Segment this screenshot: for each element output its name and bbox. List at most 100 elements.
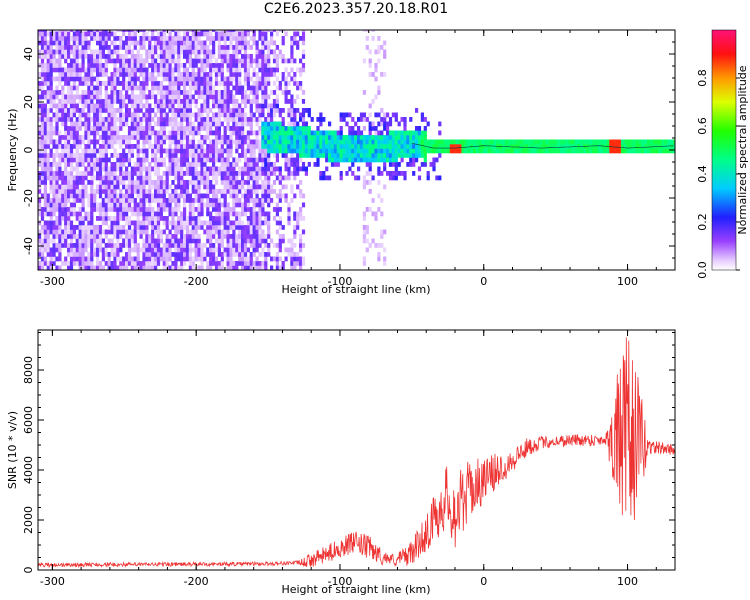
heatmap-cell [470, 139, 474, 145]
heatmap-cell [197, 252, 201, 257]
heatmap-cell [78, 234, 82, 239]
heatmap-cell [168, 229, 172, 235]
heatmap-cell [255, 229, 259, 235]
heatmap-cell [388, 175, 393, 181]
heatmap-cell [209, 54, 213, 59]
heatmap-cell [301, 166, 306, 172]
heatmap-cell [119, 216, 123, 221]
heatmap-cell [113, 135, 117, 140]
heatmap-cell [293, 117, 297, 122]
heatmap-cell [299, 180, 303, 185]
heatmap-cell [151, 90, 155, 95]
heatmap-cell [78, 193, 82, 199]
heatmap-cell [238, 139, 242, 145]
heatmap-cell [197, 193, 201, 199]
heatmap-cell [185, 49, 190, 55]
heatmap-cell [43, 130, 47, 136]
heatmap-cell [61, 243, 65, 248]
heatmap-cell [226, 126, 230, 131]
heatmap-cell [107, 207, 111, 212]
heatmap-cell [156, 117, 161, 122]
heatmap-cell [281, 225, 285, 230]
heatmap-cell [212, 247, 216, 253]
heatmap-cell [525, 148, 529, 154]
heatmap-cell [296, 261, 300, 266]
heatmap-cell [209, 108, 213, 113]
heatmap-cell [388, 153, 393, 158]
heatmap-cell [139, 265, 143, 270]
heatmap-cell [229, 220, 233, 226]
heatmap-cell [235, 40, 239, 46]
heatmap-cell [136, 171, 140, 176]
heatmap-cell [162, 72, 166, 77]
heatmap-cell [40, 117, 45, 122]
heatmap-cell [478, 144, 482, 149]
heatmap-cell [217, 130, 221, 136]
heatmap-cell [261, 202, 265, 208]
heatmap-cell [61, 238, 65, 244]
heatmap-cell [96, 148, 100, 154]
heatmap-cell [165, 220, 169, 226]
heatmap-cell [46, 45, 50, 50]
heatmap-cell [139, 171, 143, 176]
heatmap-cell [261, 247, 265, 253]
heatmap-cell [96, 202, 100, 208]
heatmap-cell [165, 202, 169, 208]
heatmap-cell [542, 144, 546, 149]
heatmap-cell [284, 144, 288, 149]
heatmap-cell [38, 108, 42, 113]
heatmap-cell [90, 30, 94, 32]
heatmap-cell [40, 76, 45, 82]
heatmap-cell [217, 63, 221, 68]
heatmap-cell [101, 198, 105, 203]
heatmap-cell [629, 148, 633, 154]
heatmap-cell [194, 234, 198, 239]
heatmap-cell [296, 67, 300, 73]
heatmap-cell [154, 265, 158, 270]
heatmap-cell [139, 30, 143, 32]
heatmap-cell [267, 216, 271, 221]
heatmap-cell [467, 139, 471, 145]
heatmap-cell [98, 153, 103, 158]
heatmap-cell [151, 36, 155, 41]
heatmap-cell [258, 229, 262, 235]
heatmap-cell [78, 54, 82, 59]
heatmap-cell [368, 148, 372, 154]
heatmap-cell [267, 72, 271, 77]
heatmap-cell [194, 225, 198, 230]
heatmap-cell [328, 121, 332, 127]
heatmap-cell [278, 198, 282, 203]
heatmap-cell [122, 117, 126, 122]
heatmap-cell [345, 144, 349, 149]
heatmap-cell [258, 49, 262, 55]
heatmap-cell [40, 193, 45, 199]
heatmap-cell [156, 162, 161, 167]
heatmap-cell [38, 112, 42, 118]
heatmap-cell [272, 40, 277, 46]
heatmap-cell [78, 247, 82, 253]
heatmap-cell [145, 166, 149, 172]
heatmap-cell [125, 153, 129, 158]
heatmap-cell [504, 139, 509, 145]
heatmap-cell [185, 81, 190, 86]
heatmap-cell [252, 112, 256, 118]
heatmap-cell [275, 58, 279, 64]
heatmap-cell [206, 229, 210, 235]
heatmap-cell [217, 265, 221, 270]
heatmap-cell [119, 58, 123, 64]
heatmap-cell [232, 238, 236, 244]
heatmap-cell [423, 139, 427, 145]
heatmap-cell [180, 153, 184, 158]
heatmap-cell [249, 265, 253, 270]
heatmap-cell [194, 36, 198, 41]
heatmap-cell [168, 31, 172, 37]
heatmap-cell [98, 30, 103, 32]
heatmap-cell [632, 148, 636, 154]
heatmap-cell [661, 139, 665, 145]
heatmap-cell [52, 193, 56, 199]
heatmap-cell [130, 36, 134, 41]
heatmap-cell [171, 36, 175, 41]
heatmap-cell [368, 243, 372, 248]
heatmap-cell [151, 234, 155, 239]
heatmap-cell [386, 121, 390, 127]
